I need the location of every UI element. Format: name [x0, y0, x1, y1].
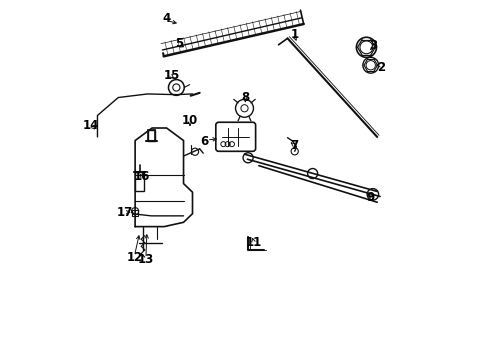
Text: 10: 10	[182, 114, 198, 127]
Text: 6: 6	[200, 135, 208, 148]
Text: 4: 4	[162, 12, 170, 25]
Text: 14: 14	[82, 119, 99, 132]
Bar	[132, 210, 138, 216]
Text: 7: 7	[290, 139, 298, 152]
Text: 5: 5	[175, 37, 183, 50]
Text: 13: 13	[138, 253, 154, 266]
Text: 11: 11	[245, 236, 261, 249]
Text: 2: 2	[377, 60, 385, 73]
Text: 15: 15	[163, 69, 180, 82]
Text: 3: 3	[368, 39, 376, 52]
Text: 12: 12	[126, 251, 142, 264]
Text: 9: 9	[366, 191, 374, 204]
Text: 16: 16	[134, 170, 150, 183]
Text: 17: 17	[116, 207, 132, 220]
Text: 8: 8	[241, 91, 249, 104]
Bar	[135, 172, 144, 192]
Text: 1: 1	[290, 28, 298, 41]
